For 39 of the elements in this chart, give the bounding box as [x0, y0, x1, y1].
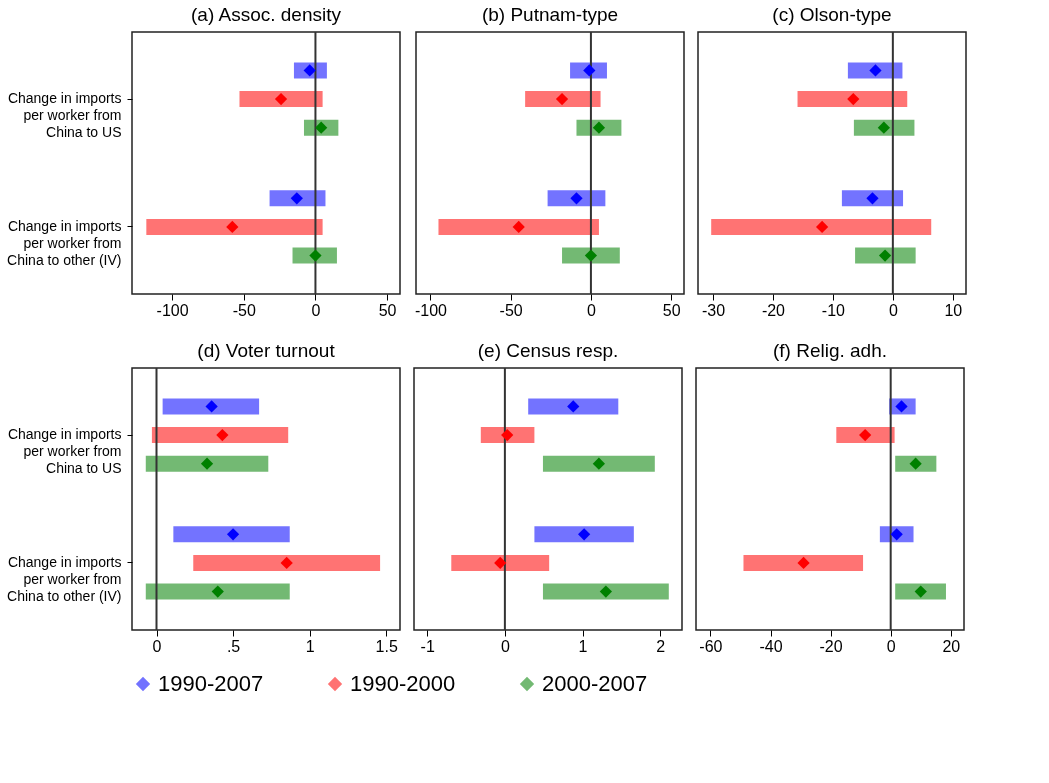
x-tick-label: -10 [821, 301, 846, 319]
x-tick-label: .5 [226, 637, 241, 655]
x-tick-label: 0 [311, 301, 321, 319]
x-tick-label: -30 [701, 301, 726, 319]
x-tick-label: -20 [819, 637, 843, 655]
x-tick-label: 20 [942, 637, 961, 655]
x-tick-label: 10 [944, 301, 963, 319]
chart-title: (f) Relig. adh. [772, 340, 888, 361]
x-tick-label: 0 [500, 637, 510, 655]
x-tick-label: 0 [886, 637, 896, 655]
y-tick-label: Change in imports per worker from China to US [7, 426, 122, 477]
x-tick-label: 1.5 [375, 637, 398, 655]
chart-title: (a) Assoc. density [191, 4, 342, 25]
x-tick-label: 0 [888, 301, 898, 319]
chart-title: (e) Census resp. [477, 340, 619, 361]
legend-label: 2000-2007 [542, 671, 648, 696]
x-tick-label: -50 [232, 301, 256, 319]
chart-title: (d) Voter turnout [197, 340, 336, 361]
x-tick-label: 0 [586, 301, 596, 319]
x-tick-label: 50 [662, 301, 681, 319]
x-tick-label: 50 [378, 301, 397, 319]
x-tick-label: 2 [656, 637, 666, 655]
legend-label: 1990-2007 [158, 671, 264, 696]
chart-title: (c) Olson-type [772, 4, 892, 25]
y-tick-label: Change in imports per worker from China to other (IV) [7, 553, 122, 604]
y-tick-label: Change in imports per worker from China to US [7, 90, 122, 141]
x-tick-label: 0 [152, 637, 162, 655]
x-tick-label: -100 [414, 301, 448, 319]
x-tick-label: -40 [759, 637, 783, 655]
x-tick-label: -20 [761, 301, 786, 319]
x-tick-label: 1 [305, 637, 315, 655]
legend-label: 1990-2000 [350, 671, 456, 696]
x-tick-label: -50 [499, 301, 523, 319]
x-tick-label: -100 [156, 301, 189, 319]
chart-title: (b) Putnam-type [481, 4, 619, 25]
y-tick-label: Change in imports per worker from China to other (IV) [7, 217, 122, 268]
x-tick-label: -60 [699, 637, 723, 655]
x-tick-label: 1 [578, 637, 588, 655]
x-tick-label: -1 [420, 637, 435, 655]
